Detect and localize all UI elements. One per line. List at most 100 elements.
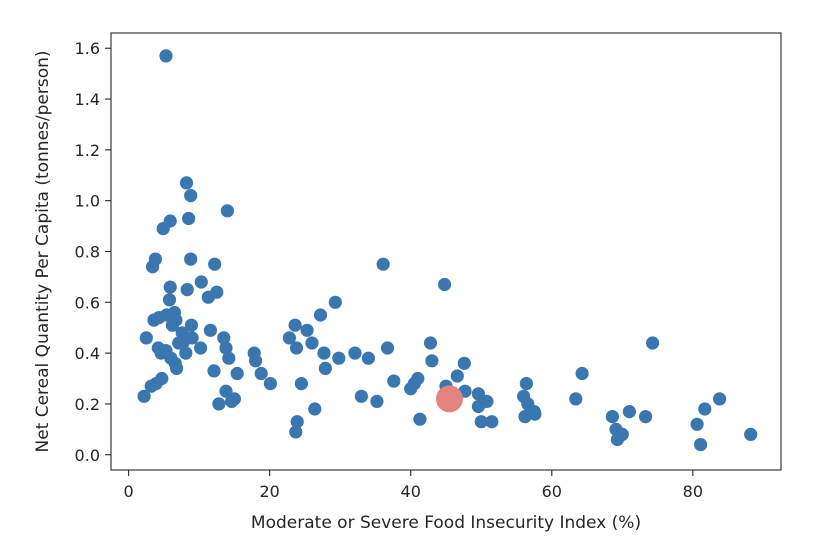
data-point xyxy=(646,336,660,350)
highlight-layer xyxy=(436,385,463,413)
data-point xyxy=(155,371,169,386)
data-point xyxy=(423,336,438,350)
data-point xyxy=(690,417,704,431)
data-point xyxy=(230,366,244,381)
data-point xyxy=(317,346,331,360)
data-point xyxy=(575,366,589,381)
data-point xyxy=(219,341,233,355)
y-tick-label: 1.0 xyxy=(75,192,100,211)
data-point xyxy=(201,290,215,304)
data-point xyxy=(212,397,226,411)
data-point xyxy=(569,392,583,406)
y-tick-label: 1.2 xyxy=(75,141,100,160)
points-layer xyxy=(137,49,758,452)
data-point xyxy=(249,354,263,368)
y-tick-label: 0.0 xyxy=(75,446,100,465)
data-point xyxy=(182,211,196,226)
data-point xyxy=(519,377,534,391)
data-point xyxy=(413,412,427,426)
data-point xyxy=(179,176,194,190)
data-point xyxy=(411,371,425,386)
data-point xyxy=(370,394,384,408)
data-point xyxy=(159,49,173,63)
data-point xyxy=(207,364,221,378)
data-point xyxy=(622,405,637,419)
data-point xyxy=(313,308,328,322)
data-point xyxy=(474,415,488,429)
data-point xyxy=(162,293,177,307)
data-point xyxy=(220,204,234,218)
y-tick-label: 0.6 xyxy=(75,293,100,312)
data-point xyxy=(222,351,236,365)
data-point xyxy=(179,346,193,360)
data-point xyxy=(294,377,308,391)
data-point xyxy=(305,336,319,350)
x-tick-label: 40 xyxy=(401,482,421,501)
x-axis: 0 20 40 60 80 xyxy=(124,470,703,501)
y-axis-label: Net Cereal Quantity Per Capita (tonnes/p… xyxy=(33,50,53,452)
data-point xyxy=(194,275,208,289)
y-tick-label: 0.4 xyxy=(75,344,100,363)
data-point xyxy=(361,351,375,365)
x-tick-label: 80 xyxy=(683,482,703,501)
data-point xyxy=(288,318,302,332)
data-point xyxy=(163,280,177,294)
data-point xyxy=(289,425,303,439)
data-point xyxy=(387,374,401,388)
data-point xyxy=(208,257,222,271)
x-tick-label: 20 xyxy=(260,482,280,501)
data-point xyxy=(380,341,395,355)
data-point xyxy=(290,415,304,429)
data-point xyxy=(694,438,708,452)
data-point xyxy=(376,257,390,271)
data-point xyxy=(605,410,620,424)
data-point xyxy=(176,336,190,350)
data-point xyxy=(203,323,217,337)
data-point xyxy=(639,410,653,424)
highlighted-data-point xyxy=(436,385,463,413)
data-point xyxy=(184,189,198,203)
data-point xyxy=(227,392,241,406)
data-point xyxy=(713,392,727,406)
y-tick-label: 0.2 xyxy=(75,395,100,414)
data-point xyxy=(217,331,231,345)
data-point xyxy=(354,389,368,403)
y-tick-label: 1.6 xyxy=(75,39,100,58)
data-point xyxy=(485,415,499,429)
data-point xyxy=(348,346,362,360)
data-point xyxy=(184,252,198,266)
data-point xyxy=(180,283,194,297)
data-point xyxy=(184,318,198,332)
data-point xyxy=(175,326,189,340)
data-point xyxy=(165,318,179,332)
data-point xyxy=(328,295,342,309)
data-point xyxy=(219,384,233,398)
data-point xyxy=(139,331,153,345)
x-tick-label: 0 xyxy=(124,482,134,501)
x-tick-label: 60 xyxy=(542,482,562,501)
data-point xyxy=(744,427,758,441)
data-point xyxy=(137,389,151,403)
data-point xyxy=(194,341,208,355)
data-point xyxy=(156,222,170,236)
data-point xyxy=(450,369,464,383)
data-point xyxy=(318,361,332,375)
data-point xyxy=(528,407,542,421)
data-point xyxy=(282,331,296,345)
data-point xyxy=(471,387,485,401)
data-point xyxy=(480,394,494,408)
y-tick-label: 1.4 xyxy=(75,90,100,109)
data-point xyxy=(438,277,452,292)
data-point xyxy=(300,323,314,337)
data-point xyxy=(698,402,712,416)
data-point xyxy=(263,377,277,391)
data-point xyxy=(146,260,160,274)
x-axis-label: Moderate or Severe Food Insecurity Index… xyxy=(251,513,641,533)
data-point xyxy=(254,366,268,381)
data-point xyxy=(170,361,184,375)
y-axis: 0.0 0.2 0.4 0.6 0.8 1.0 1.2 1.4 1.6 xyxy=(75,39,111,465)
data-point xyxy=(615,427,629,441)
data-point xyxy=(425,354,439,368)
